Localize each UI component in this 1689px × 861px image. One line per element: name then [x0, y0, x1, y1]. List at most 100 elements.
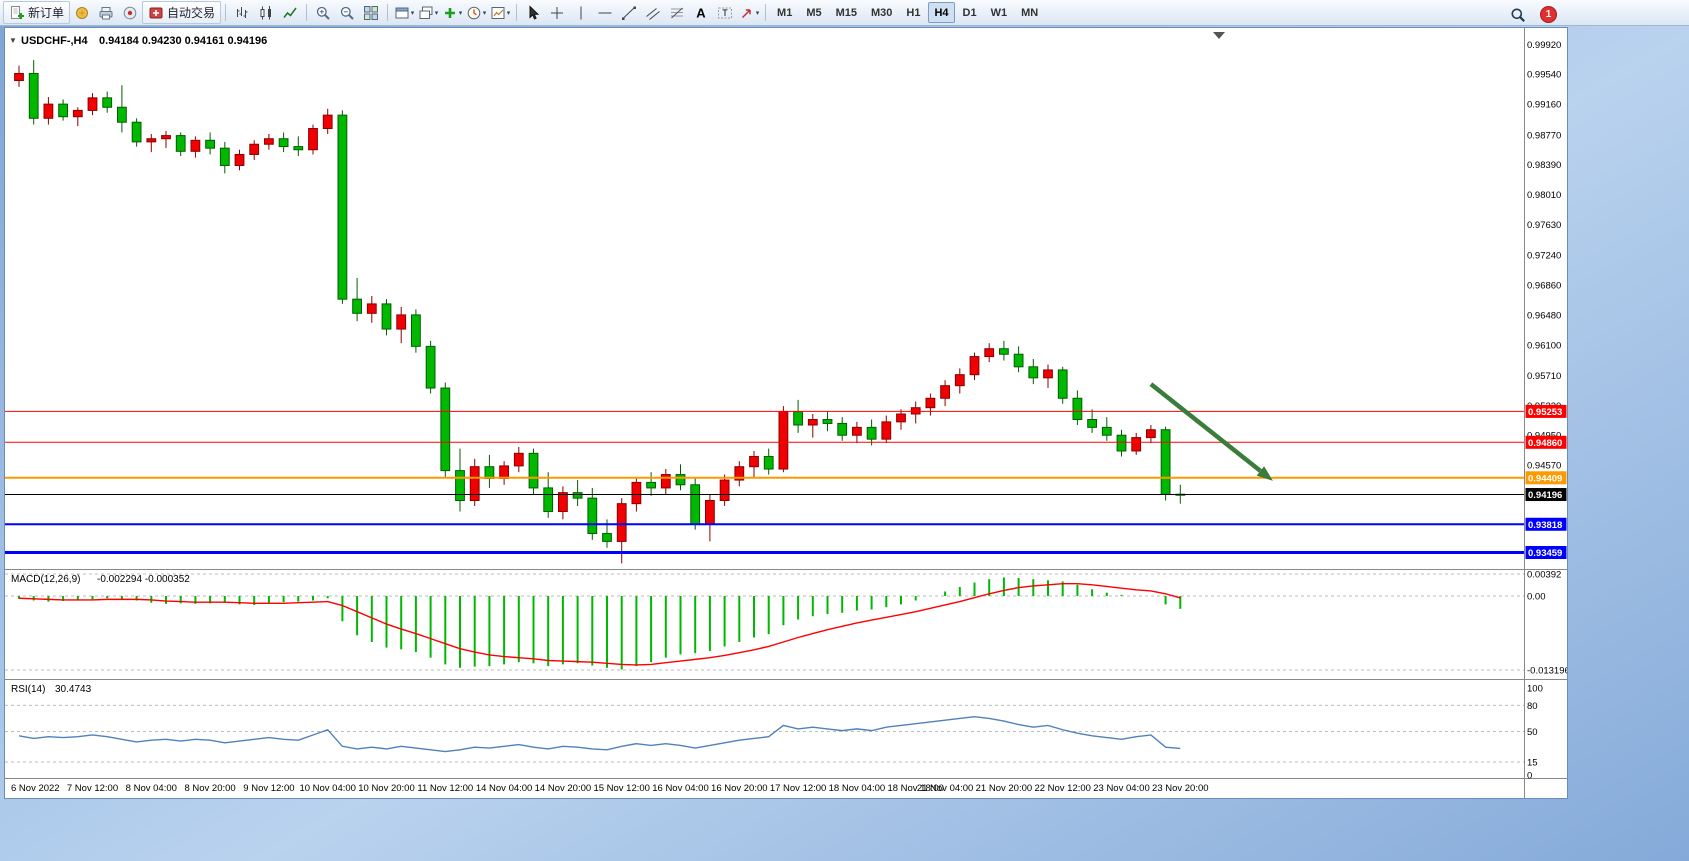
toolbar-separator [225, 4, 227, 21]
candle [1013, 353, 1024, 368]
trend-arrow[interactable] [1149, 382, 1262, 473]
fibonacci-tool-icon [669, 5, 685, 21]
horizontal-line-tool-button[interactable] [593, 1, 617, 24]
fibonacci-tool-button[interactable] [665, 1, 689, 24]
candle [866, 426, 877, 440]
timeframe-w1-button[interactable]: W1 [990, 6, 1008, 19]
time-axis-label: 21 Nov 04:00 [917, 783, 974, 794]
candlestick-mode-button[interactable] [254, 1, 278, 24]
bar-chart-mode-icon [234, 5, 250, 21]
chart-period-button[interactable]: ▾ [464, 1, 488, 24]
bar-chart-mode-button[interactable] [230, 1, 254, 24]
text-tool-button[interactable]: A [689, 1, 713, 24]
candle [322, 114, 333, 130]
zoom-in-button[interactable] [311, 1, 335, 24]
candle [925, 397, 936, 409]
candle [43, 103, 54, 119]
chart-cascade-button[interactable]: ▾ [416, 1, 440, 24]
candle [793, 411, 804, 426]
print-button[interactable] [94, 1, 118, 24]
search-icon [1510, 7, 1526, 23]
timeframe-m1-button[interactable]: M1 [777, 6, 793, 19]
trendline-tool-icon [621, 5, 637, 21]
line-chart-mode-button[interactable] [278, 1, 302, 24]
rsi-axis-tick: 80 [1527, 701, 1538, 712]
candle [366, 303, 377, 314]
timeframe-m5-button[interactable]: M5 [806, 6, 822, 19]
price-axis-tick: 0.98010 [1527, 190, 1561, 201]
channel-tool-button[interactable] [641, 1, 665, 24]
zoom-in-icon [315, 5, 331, 21]
candle [969, 356, 980, 376]
price-level-label-box [1525, 404, 1567, 418]
crosshair-tool-button[interactable] [545, 1, 569, 24]
time-axis-label: 17 Nov 12:00 [770, 783, 827, 794]
candle [117, 106, 127, 123]
candle [910, 407, 921, 415]
tile-windows-button[interactable] [359, 1, 383, 24]
trendline-tool-button[interactable] [617, 1, 641, 24]
new-chart-icon [442, 5, 458, 21]
auto-trading-button[interactable]: 自动交易 [142, 1, 222, 24]
time-axis-label: 16 Nov 20:00 [711, 783, 768, 794]
chart-menu-icon[interactable]: ▼ [9, 36, 17, 45]
timeframe-d1-button[interactable]: D1 [962, 6, 977, 19]
timeframe-m30-button[interactable]: M30 [871, 6, 893, 19]
macd-axis-tick: -0.013196 [1527, 666, 1567, 677]
candle [1131, 437, 1142, 452]
arrows-tool-button[interactable]: ▾ [737, 1, 761, 24]
chart-period-icon [466, 5, 482, 21]
notification-badge[interactable]: 1 [1540, 6, 1557, 23]
candle [484, 466, 495, 479]
timeframe-mn-button[interactable]: MN [1021, 6, 1039, 19]
charts-profile-button[interactable] [70, 1, 94, 24]
search-button[interactable] [1506, 3, 1530, 26]
rsi-axis-tick: 15 [1527, 757, 1538, 768]
chart-window[interactable]: 0.99920 0.99540 0.99160 0.98770 0.98390 0.980… [4, 27, 1568, 799]
new-order-icon [9, 5, 25, 21]
candle [631, 481, 642, 505]
new-chart-button[interactable]: ▾ [440, 1, 464, 24]
candle [999, 348, 1009, 355]
expert-advisors-button[interactable] [118, 1, 142, 24]
chart-canvas[interactable]: 0.99920 0.99540 0.99160 0.98770 0.98390 0.980… [5, 28, 1567, 798]
tile-windows-icon [363, 5, 379, 21]
chart-list-button[interactable]: ▾ [392, 1, 416, 24]
new-order-label: 新订单 [28, 6, 65, 20]
new-order-button[interactable]: 新订单 [3, 1, 71, 24]
timeframe-h4-button[interactable]: H4 [928, 2, 955, 23]
crosshair-tool-icon [549, 5, 565, 21]
candle [411, 314, 421, 347]
cursor-tool-button[interactable] [521, 1, 545, 24]
candle [337, 114, 348, 300]
price-axis-tick: 0.99160 [1527, 100, 1561, 111]
candle [264, 138, 274, 145]
price-axis-tick: 0.96860 [1527, 281, 1561, 292]
price-level-value: 0.93818 [1528, 520, 1562, 531]
chart-shift-marker[interactable] [1213, 32, 1225, 39]
expert-advisors-icon [122, 5, 138, 21]
text-label-tool-button[interactable]: T [713, 1, 737, 24]
candle [719, 479, 730, 502]
chart-template-button[interactable]: ▾ [488, 1, 512, 24]
candle [1043, 369, 1053, 379]
candle [1146, 429, 1156, 439]
vertical-line-tool-button[interactable] [569, 1, 593, 24]
macd-label: MACD(12,26,9) [11, 574, 80, 585]
candle [102, 97, 113, 108]
timeframe-h1-button[interactable]: H1 [906, 6, 921, 19]
zoom-out-button[interactable] [335, 1, 359, 24]
price-level-label-box [1525, 471, 1567, 485]
time-axis-label: 10 Nov 04:00 [299, 783, 356, 794]
candle [455, 470, 465, 502]
candle [87, 97, 98, 111]
price-level-value: 0.93459 [1528, 548, 1562, 559]
chart-title: USDCHF-,H4 [21, 35, 88, 47]
time-axis-label: 21 Nov 20:00 [976, 783, 1033, 794]
rsi-label: RSI(14) [11, 684, 45, 695]
time-axis-label: 6 Nov 2022 [11, 783, 60, 794]
candle [646, 481, 657, 489]
timeframe-buttons: M1 M5 M15 M30 H1 H4 D1 W1 MN [770, 2, 1045, 23]
time-axis-label: 9 Nov 12:00 [243, 783, 294, 794]
timeframe-m15-button[interactable]: M15 [835, 6, 857, 19]
